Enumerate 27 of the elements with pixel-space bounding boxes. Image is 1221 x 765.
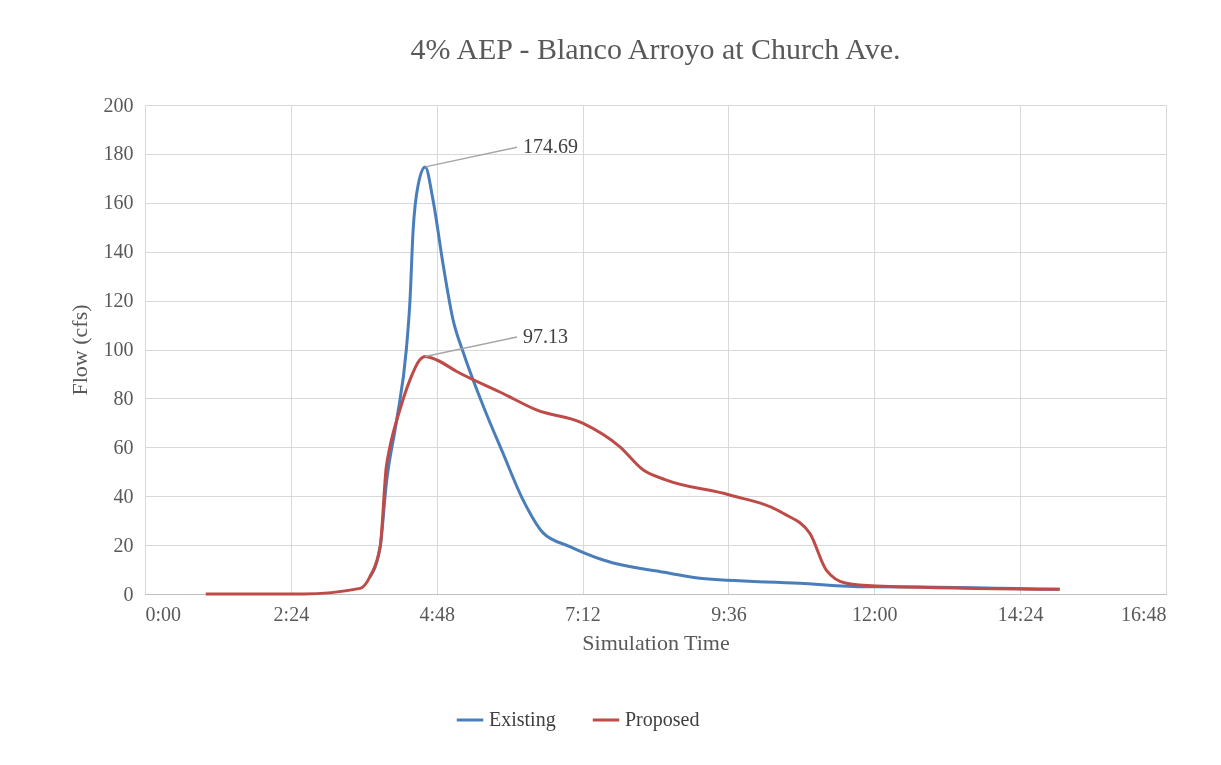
y-tick-label: 140 <box>103 240 134 263</box>
y-tick-label: 180 <box>103 142 134 165</box>
y-tick-label: 80 <box>113 386 134 409</box>
annotation: 97.13 <box>523 324 569 347</box>
y-tick-label: 20 <box>113 533 134 556</box>
x-tick-label: 9:36 <box>711 602 747 625</box>
y-tick-label: 40 <box>113 484 134 507</box>
y-tick-label: 60 <box>113 435 134 458</box>
y-tick-label: 120 <box>103 289 134 312</box>
x-tick-label: 0:00 <box>145 602 182 625</box>
x-tick-label: 14:24 <box>997 602 1044 625</box>
legend-label: Proposed <box>625 708 700 731</box>
x-axis-title: Simulation Time <box>582 629 730 655</box>
y-axis-title: Flow (cfs) <box>66 304 92 396</box>
x-tick-label: 2:24 <box>273 602 310 625</box>
x-tick-label: 7:12 <box>565 602 601 625</box>
chart-title: 4% AEP - Blanco Arroyo at Church Ave. <box>410 32 901 65</box>
legend-label: Existing <box>489 708 556 731</box>
x-tick-label: 16:48 <box>1120 602 1167 625</box>
x-tick-label: 12:00 <box>852 602 898 625</box>
line-series <box>204 355 1062 596</box>
y-tick-label: 160 <box>103 191 134 214</box>
y-tick-label: 100 <box>103 338 134 360</box>
annotation: 174.69 <box>523 135 579 158</box>
y-tick-label: 0 <box>123 582 134 605</box>
x-tick-label: 4:48 <box>419 602 455 625</box>
y-tick-label: 200 <box>103 93 134 116</box>
